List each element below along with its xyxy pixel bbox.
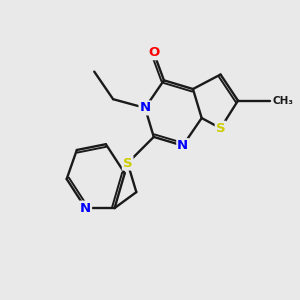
- Text: N: N: [140, 101, 151, 114]
- Text: N: N: [80, 202, 91, 214]
- Text: N: N: [177, 139, 188, 152]
- Text: S: S: [216, 122, 225, 135]
- Text: CH₃: CH₃: [273, 96, 294, 106]
- Text: O: O: [148, 46, 159, 59]
- Text: S: S: [123, 157, 132, 169]
